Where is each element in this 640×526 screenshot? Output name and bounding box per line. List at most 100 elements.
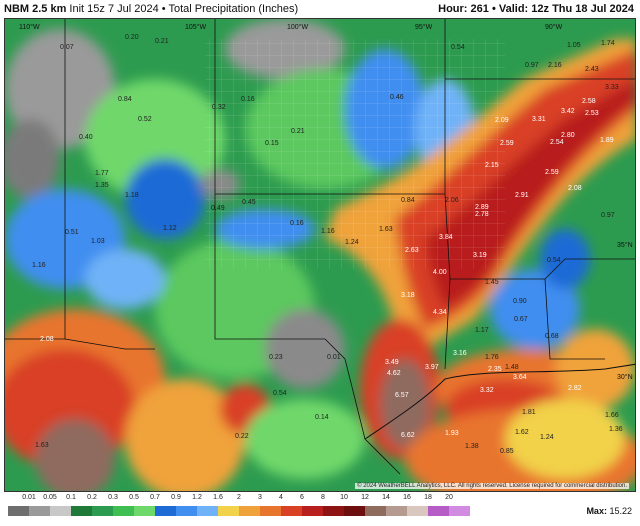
precip-value-label: 2.35 xyxy=(488,366,502,373)
legend-swatch xyxy=(407,506,428,516)
precip-value-label: 4.00 xyxy=(433,269,447,276)
legend-swatch xyxy=(323,506,344,516)
precip-value-label: 0.54 xyxy=(547,257,561,264)
precip-value-label: 1.48 xyxy=(505,364,519,371)
legend-swatch xyxy=(134,506,155,516)
legend-swatch xyxy=(8,506,29,516)
precip-value-label: 3.19 xyxy=(473,252,487,259)
precip-value-label: 1.45 xyxy=(485,279,499,286)
max-label: Max: xyxy=(586,506,607,516)
precip-value-label: 2.43 xyxy=(585,66,599,73)
precip-value-label: 1.38 xyxy=(465,443,479,450)
legend-tick-label: 0.2 xyxy=(87,494,97,501)
max-value: 15.22 xyxy=(609,506,632,516)
gulf-coastline xyxy=(364,363,635,440)
precip-value-label: 1.05 xyxy=(567,42,581,49)
precip-value-label: 1.89 xyxy=(600,137,614,144)
precip-value-label: 0.84 xyxy=(401,197,415,204)
legend-tick-label: 0.5 xyxy=(129,494,139,501)
model-name: NBM 2.5 km xyxy=(4,3,67,15)
hour-value: 261 xyxy=(470,3,489,15)
precip-value-label: 0.68 xyxy=(545,333,559,340)
precip-value-labels: 0.07 0.20 0.21 0.40 0.84 0.52 0.32 0.16 0.21 0.46… xyxy=(32,34,623,455)
precip-value-label: 0.22 xyxy=(235,433,249,440)
coord-label: 30°N xyxy=(617,373,633,381)
legend-swatch xyxy=(281,506,302,516)
hour-label: Hour: xyxy=(438,3,468,15)
legend-swatch xyxy=(365,506,386,516)
legend-swatch xyxy=(386,506,407,516)
precip-value-label: 1.93 xyxy=(445,430,459,437)
legend-swatch xyxy=(50,506,71,516)
precip-value-label: 0.54 xyxy=(451,44,465,51)
precip-value-label: 1.17 xyxy=(475,327,489,334)
precip-value-label: 0.46 xyxy=(390,94,404,101)
header-right: Hour: 261 • Valid: 12z Thu 18 Jul 2024 xyxy=(438,0,634,18)
header-left: NBM 2.5 km Init 15z 7 Jul 2024 • Total P… xyxy=(4,0,298,18)
precip-value-label: 1.63 xyxy=(379,226,393,233)
valid-label: Valid: xyxy=(498,3,529,15)
precip-value-label: 3.18 xyxy=(401,292,415,299)
precip-value-label: 4.62 xyxy=(387,370,401,377)
precip-value-label: 2.54 xyxy=(550,139,564,146)
max-value-box: Max: 15.22 xyxy=(586,506,632,516)
legend-tick-label: 0.3 xyxy=(108,494,118,501)
precip-value-label: 0.16 xyxy=(290,220,304,227)
coord-label: 35°N xyxy=(617,241,633,249)
field-name: Total Precipitation (Inches) xyxy=(168,3,299,15)
precip-value-label: 0.85 xyxy=(500,448,514,455)
legend-tick-label: 0.05 xyxy=(43,494,57,501)
precip-value-label: 0.51 xyxy=(65,229,79,236)
legend-tick-label: 10 xyxy=(340,494,348,501)
precip-value-label: 2.80 xyxy=(561,132,575,139)
legend-tick-label: 2 xyxy=(237,494,241,501)
state-boundaries xyxy=(5,19,635,475)
precip-value-label: 2.82 xyxy=(568,385,582,392)
precip-value-label: 1.18 xyxy=(125,192,139,199)
precip-value-label: 2.08 xyxy=(40,336,54,343)
precip-value-label: 0.97 xyxy=(601,212,615,219)
legend-swatch xyxy=(344,506,365,516)
precip-value-label: 3.33 xyxy=(605,84,619,91)
precip-value-label: 2.59 xyxy=(500,140,514,147)
precip-value-label: 6.57 xyxy=(395,392,409,399)
precip-value-label: 0.21 xyxy=(155,38,169,45)
coordinate-labels: 110°W 105°W 100°W 95°W 90°W 35°N 30°N xyxy=(19,23,633,381)
coord-label: 100°W xyxy=(287,23,308,31)
copyright-credit: © 2024 WeatherBELL Analytics, LLC. All r… xyxy=(355,483,629,489)
init-time: Init 15z 7 Jul 2024 xyxy=(69,3,159,15)
precip-value-label: 3.32 xyxy=(480,387,494,394)
legend-ticks: 0.01 0.05 0.1 0.2 0.3 0.5 0.7 0.9 1.2 1.6 2 3 4 6 8 10 1… xyxy=(8,494,478,506)
coord-label: 110°W xyxy=(19,23,40,31)
precip-value-label: 2.09 xyxy=(495,117,509,124)
precip-value-label: 1.63 xyxy=(35,442,49,449)
legend-color-bar xyxy=(8,506,470,516)
precip-value-label: 3.64 xyxy=(513,374,527,381)
precip-value-label: 1.03 xyxy=(91,238,105,245)
precip-value-label: 1.35 xyxy=(95,182,109,189)
precip-value-label: 2.16 xyxy=(548,62,562,69)
precip-value-label: 1.62 xyxy=(515,429,529,436)
legend-tick-label: 1.6 xyxy=(213,494,223,501)
precip-value-label: 0.52 xyxy=(138,116,152,123)
coord-label: 90°W xyxy=(545,23,563,31)
legend-swatch xyxy=(302,506,323,516)
legend-swatch xyxy=(218,506,239,516)
map-canvas: 110°W 105°W 100°W 95°W 90°W 35°N 30°N 0.… xyxy=(5,19,635,491)
map-header: NBM 2.5 km Init 15z 7 Jul 2024 • Total P… xyxy=(0,0,640,18)
precip-value-label: 0.67 xyxy=(514,316,528,323)
legend-swatch xyxy=(92,506,113,516)
precip-value-label: 2.63 xyxy=(405,247,419,254)
legend-swatch xyxy=(71,506,92,516)
precip-value-label: 3.42 xyxy=(561,108,575,115)
coord-label: 95°W xyxy=(415,23,433,31)
precip-value-label: 0.16 xyxy=(241,96,255,103)
precip-value-label: 1.24 xyxy=(540,434,554,441)
precip-value-label: 3.84 xyxy=(439,234,453,241)
legend-tick-label: 12 xyxy=(361,494,369,501)
precip-value-label: 2.89 xyxy=(475,204,489,211)
legend-tick-label: 3 xyxy=(258,494,262,501)
precip-value-label: 0.14 xyxy=(315,414,329,421)
precip-value-label: 2.59 xyxy=(545,169,559,176)
precip-value-label: 3.97 xyxy=(425,364,439,371)
